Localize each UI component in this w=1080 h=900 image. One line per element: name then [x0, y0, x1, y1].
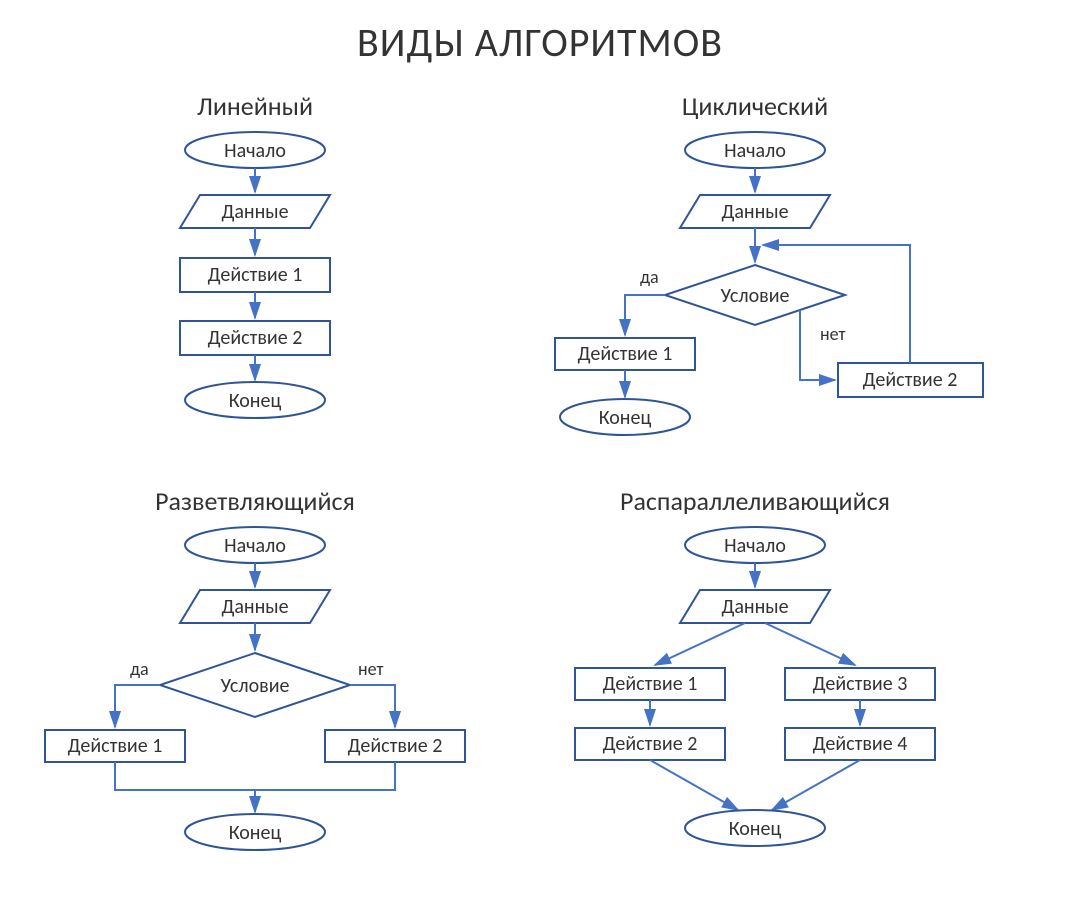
node-end-label: Конец: [229, 821, 282, 845]
subtitle-linear: Линейный: [90, 90, 420, 122]
node-act1-label: Действие 1: [208, 263, 303, 287]
node-cond-label: Условие: [721, 284, 790, 308]
main-title: ВИДЫ АЛГОРИТМОВ: [0, 18, 1080, 67]
subtitle-parallel: Распараллеливающийся: [540, 485, 970, 517]
node-act4-label: Действие 4: [813, 732, 908, 756]
arrow: [800, 310, 835, 380]
panel-branching: Начало Данные Условие да Действие 1 нет …: [45, 527, 465, 850]
node-act2-label: Действие 2: [863, 368, 958, 392]
subtitle-branching: Разветвляющийся: [90, 485, 420, 517]
edge-label-no: нет: [820, 323, 846, 345]
node-data-label: Данные: [221, 595, 288, 619]
arrow: [115, 685, 160, 727]
edge-label-yes: да: [130, 658, 149, 680]
node-act3-label: Действие 3: [813, 672, 908, 696]
edge-label-yes: да: [640, 266, 659, 288]
node-act1-label: Действие 1: [603, 672, 698, 696]
panel-linear: Начало Данные Действие 1 Действие 2 Коне…: [180, 132, 330, 418]
node-act1-label: Действие 1: [578, 342, 673, 366]
panel-parallel: Начало Данные Действие 1 Действие 2 Дейс…: [575, 527, 935, 846]
arrow: [650, 760, 738, 810]
arrow: [350, 685, 395, 727]
subtitle-cyclic: Циклический: [590, 90, 920, 122]
arrow: [655, 623, 745, 665]
node-data-label: Данные: [721, 595, 788, 619]
node-end-label: Конец: [599, 406, 652, 430]
arrow: [625, 295, 665, 335]
node-start-label: Начало: [224, 534, 286, 558]
node-cond-label: Условие: [221, 674, 290, 698]
edge-label-no: нет: [358, 658, 384, 680]
node-data-label: Данные: [221, 200, 288, 224]
node-end-label: Конец: [729, 817, 782, 841]
node-act2-label: Действие 2: [208, 326, 303, 350]
node-act2-label: Действие 2: [348, 734, 443, 758]
node-start-label: Начало: [224, 139, 286, 163]
connector: [115, 762, 255, 790]
node-act2-label: Действие 2: [603, 732, 698, 756]
node-end-label: Конец: [229, 389, 282, 413]
arrow: [772, 760, 860, 810]
node-data-label: Данные: [721, 200, 788, 224]
node-start-label: Начало: [724, 139, 786, 163]
panel-cyclic: Начало Данные Условие да Действие 1 Коне…: [555, 132, 983, 435]
node-act1-label: Действие 1: [68, 734, 163, 758]
connector: [255, 762, 395, 790]
node-start-label: Начало: [724, 534, 786, 558]
arrow: [765, 623, 855, 665]
diagram-canvas: Начало Данные Действие 1 Действие 2 Коне…: [0, 0, 1080, 900]
